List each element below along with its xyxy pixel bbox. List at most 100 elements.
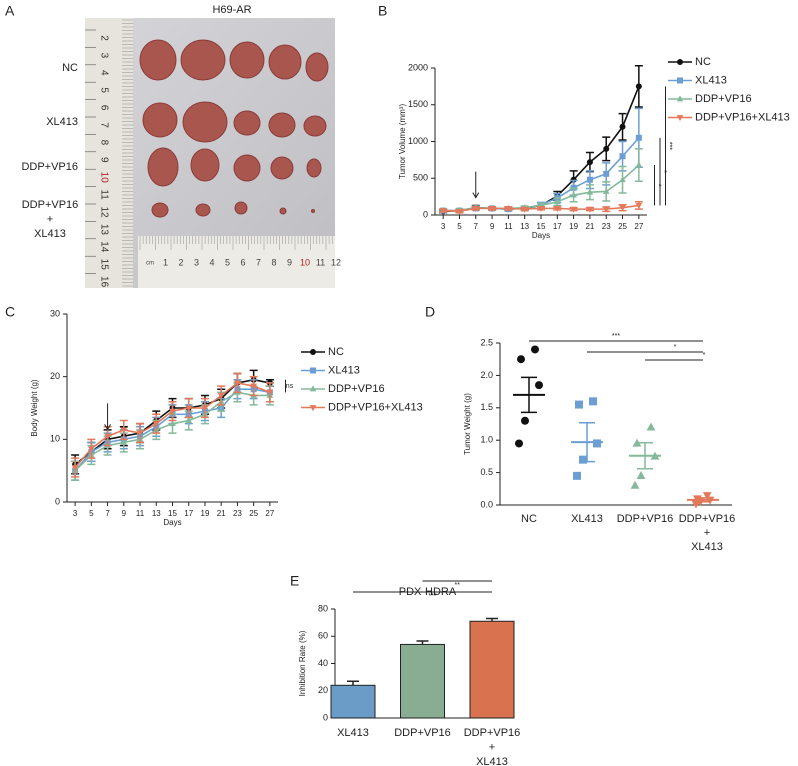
tumor <box>305 52 329 82</box>
point <box>439 208 447 215</box>
x-tick-label: 5 <box>457 222 462 231</box>
point <box>554 205 561 212</box>
point <box>169 420 176 427</box>
ruler-label: 1 <box>163 257 168 267</box>
significance-label: * <box>674 344 677 351</box>
significance-label: *** <box>612 333 620 340</box>
point <box>71 465 79 472</box>
y-tick-label: 1000 <box>408 136 428 146</box>
ruler-label: 6 <box>98 105 109 111</box>
y-tick-label: 40 <box>318 658 328 668</box>
x-tick-label: 21 <box>217 509 226 518</box>
ruler-label: cm <box>146 261 154 267</box>
significance-label: ** <box>455 582 461 589</box>
tumor <box>279 207 287 215</box>
tumor <box>303 115 327 137</box>
point <box>136 430 144 437</box>
y-axis-label: Tumor Weight (g) <box>463 393 472 455</box>
y-tick-label: 10 <box>50 434 60 444</box>
point <box>589 397 597 406</box>
y-tick-label: 20 <box>318 685 328 695</box>
ruler-label: 3 <box>194 257 199 267</box>
ruler-label: 5 <box>225 257 230 267</box>
bar <box>469 620 515 719</box>
point <box>104 433 111 440</box>
point <box>531 345 539 354</box>
point <box>217 393 225 400</box>
error-bar <box>695 497 711 503</box>
point <box>120 427 128 434</box>
point <box>234 380 241 387</box>
series-line <box>443 137 640 212</box>
x-tick-label: DDP+VP16 <box>464 727 521 739</box>
legend-marker <box>309 385 317 392</box>
x-tick-label: 17 <box>184 509 193 518</box>
legend-label: DDP+VP16+XL413 <box>695 111 790 123</box>
ruler-label: 14 <box>98 241 109 253</box>
point <box>517 355 525 364</box>
error-bar <box>347 680 359 686</box>
error-bar <box>521 376 537 414</box>
point <box>250 383 257 390</box>
row-label: NC <box>62 62 78 74</box>
point <box>535 381 543 390</box>
legend-marker <box>310 367 316 374</box>
point <box>505 205 512 212</box>
y-axis-label: Inhibition Rate (%) <box>298 630 307 696</box>
point <box>586 188 594 195</box>
ruler-label: 8 <box>98 140 109 146</box>
x-tick-label: 27 <box>634 222 643 231</box>
x-tick-label: XL413 <box>691 541 723 553</box>
point <box>570 191 577 198</box>
point <box>603 145 610 152</box>
point <box>537 205 545 212</box>
ruler-label: 5 <box>98 87 109 93</box>
y-tick-label: 500 <box>413 173 428 183</box>
x-tick-label: 25 <box>618 222 627 231</box>
tumor <box>233 154 261 182</box>
point <box>488 205 496 212</box>
x-tick-label: 9 <box>490 222 495 231</box>
x-tick-label: 23 <box>602 222 611 231</box>
ruler-label: 11 <box>98 189 109 200</box>
error-bar <box>579 421 595 463</box>
y-tick-label: 2.5 <box>480 337 493 347</box>
tumor <box>268 112 296 138</box>
photo-title: H69-AR <box>212 4 251 16</box>
legend-marker <box>676 95 684 102</box>
legend-label: NC <box>695 56 711 68</box>
ruler-label: 10 <box>300 257 310 267</box>
x-tick-label: + <box>704 527 710 539</box>
point <box>120 438 128 445</box>
y-axis-label: Body Weight (g) <box>30 379 39 437</box>
x-tick-label: + <box>489 741 495 753</box>
point <box>635 161 643 168</box>
point <box>619 176 626 183</box>
row-label: DDP+VP16 <box>21 161 78 173</box>
tumor <box>139 39 177 81</box>
point <box>619 205 626 212</box>
x-tick-label: DDP+VP16 <box>394 727 451 739</box>
tumor <box>180 39 226 81</box>
ruler-label: 6 <box>240 257 245 267</box>
ruler-label: 8 <box>271 257 276 267</box>
legend-marker <box>677 77 683 84</box>
significance-label: *** <box>666 142 673 150</box>
point <box>602 187 610 194</box>
panel-label: C <box>5 304 15 320</box>
point <box>185 416 193 423</box>
bar <box>400 643 445 719</box>
point <box>593 439 601 448</box>
row-label: DDP+VP16 <box>22 199 79 211</box>
x-tick-label: 5 <box>89 509 94 518</box>
error-bar <box>416 640 429 645</box>
legend-marker <box>309 405 317 412</box>
x-tick-label: 3 <box>73 509 78 518</box>
x-tick-label: 15 <box>537 222 546 231</box>
point <box>635 203 643 210</box>
ruler-label: 2 <box>98 35 109 41</box>
x-tick-label: 11 <box>136 509 145 518</box>
significance-label: * <box>703 352 706 359</box>
y-tick-label: 20 <box>50 371 60 381</box>
